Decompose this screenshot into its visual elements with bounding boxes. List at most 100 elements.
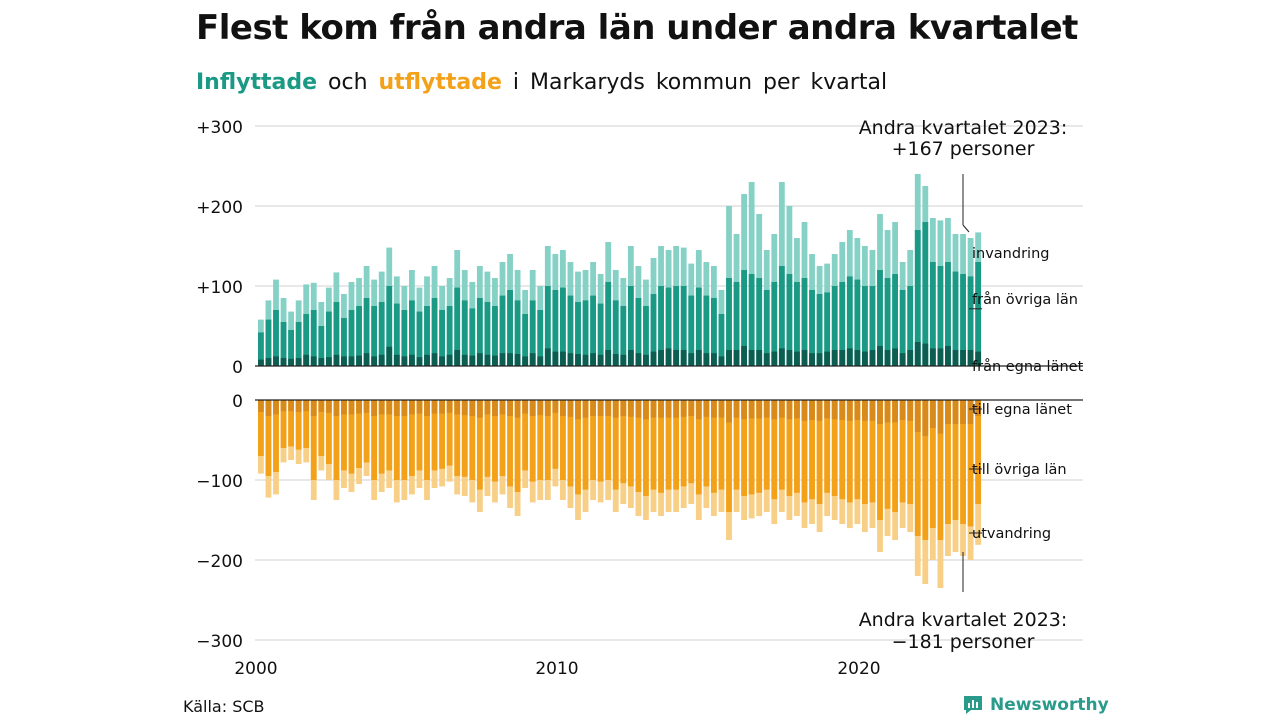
bar-out-other-counties (492, 400, 498, 482)
bar-in-other-counties (439, 310, 445, 366)
bar-in-own-county (680, 350, 687, 366)
bar-out-own-county (378, 400, 385, 415)
bar-in-other-counties (726, 278, 732, 366)
bar-out-other-counties (763, 400, 770, 490)
bar-out-own-county (288, 400, 294, 412)
bar-out-own-county (748, 400, 755, 419)
bar-out-other-counties (499, 400, 506, 476)
bar-out-own-county (386, 400, 393, 415)
bar-out-own-county (416, 400, 423, 414)
bar-out-other-counties (507, 400, 513, 487)
bar-in-own-county (424, 354, 430, 366)
bar-out-other-counties (401, 400, 408, 480)
bar-out-own-county (952, 400, 959, 424)
bar-out-own-county (899, 400, 906, 420)
bar-in-other-counties (499, 295, 506, 366)
bar-in-own-county (529, 353, 536, 366)
bar-in-own-county (507, 353, 513, 366)
bar-in-other-counties (288, 330, 294, 366)
bar-in-own-county (476, 353, 483, 366)
bar-out-own-county (778, 400, 785, 418)
bar-out-other-counties (899, 400, 906, 503)
bar-out-other-counties (801, 400, 808, 503)
bar-in-own-county (733, 350, 740, 366)
bar-out-own-county (310, 400, 317, 416)
bar-in-other-counties (673, 286, 680, 366)
bar-in-other-counties (560, 287, 566, 366)
bar-in-own-county (318, 358, 325, 366)
bar-in-own-county (726, 350, 732, 366)
bar-out-own-county (695, 400, 702, 420)
bar-out-other-counties (552, 400, 559, 469)
bar-out-own-county (786, 400, 793, 420)
bar-in-own-county (378, 354, 385, 366)
bar-in-own-county (522, 356, 529, 366)
bar-in-own-county (673, 350, 680, 366)
bar-out-other-counties (597, 400, 604, 482)
source-note: Källa: SCB (183, 697, 265, 716)
bar-in-other-counties (363, 298, 370, 366)
bar-out-other-counties (922, 400, 929, 540)
bar-out-other-counties (469, 400, 476, 480)
bar-out-other-counties (386, 400, 393, 471)
bar-in-other-counties (922, 222, 929, 366)
bar-in-own-county (409, 354, 415, 366)
bar-in-own-county (469, 355, 476, 366)
bar-in-other-counties (333, 302, 340, 366)
bar-in-other-counties (431, 298, 438, 366)
bar-out-other-counties (831, 400, 838, 496)
y-tick-label: −100 (196, 472, 243, 492)
bar-out-other-counties (884, 400, 891, 509)
bar-out-own-county (529, 400, 536, 416)
bar-out-other-counties (960, 400, 966, 524)
bar-out-own-county (258, 400, 264, 412)
bar-in-own-county (914, 342, 921, 366)
bar-out-other-counties (854, 400, 861, 500)
bar-out-own-county (484, 400, 491, 415)
bar-in-own-county (288, 358, 294, 366)
bottom-annotation-line1: Andra kvartalet 2023: (859, 609, 1068, 631)
bar-in-other-counties (605, 282, 612, 366)
bar-out-other-counties (711, 400, 717, 493)
bar-in-own-county (884, 350, 891, 366)
bar-out-own-county (831, 400, 838, 420)
bar-out-other-counties (560, 400, 566, 480)
bar-in-other-counties (514, 300, 521, 366)
bar-in-own-county (333, 354, 340, 366)
bar-in-other-counties (741, 270, 747, 366)
bar-in-other-counties (907, 286, 914, 366)
bar-out-other-counties (718, 400, 725, 490)
bar-out-other-counties (310, 400, 317, 480)
bar-in-own-county (567, 353, 574, 366)
y-tick-label: 0 (232, 358, 243, 378)
bar-in-other-counties (529, 300, 536, 366)
bar-in-other-counties (295, 322, 302, 366)
bar-in-other-counties (371, 306, 378, 366)
bar-in-other-counties (703, 295, 710, 366)
bar-out-own-county (658, 400, 664, 418)
bar-out-own-county (522, 400, 529, 414)
bar-in-own-county (952, 350, 959, 366)
bar-out-other-counties (937, 400, 944, 540)
bar-in-own-county (703, 353, 710, 366)
bar-in-other-counties (771, 282, 778, 366)
bar-out-other-counties (643, 400, 649, 496)
bar-out-own-county (763, 400, 770, 418)
bar-in-own-county (627, 350, 634, 366)
bar-in-own-county (756, 350, 763, 366)
bar-out-own-county (794, 400, 800, 419)
bar-in-own-county (945, 346, 951, 366)
bar-out-own-county (884, 400, 891, 423)
bar-out-own-county (341, 400, 347, 415)
bar-out-own-county (960, 400, 966, 424)
bar-out-other-counties (409, 400, 415, 476)
bar-in-own-county (824, 351, 831, 366)
bar-in-own-county (741, 346, 747, 366)
bar-out-other-counties (348, 400, 355, 474)
subtitle-and-word: och (328, 70, 368, 95)
bar-out-other-counties (514, 400, 521, 492)
bar-in-other-counties (967, 276, 974, 366)
bar-in-own-county (552, 351, 559, 366)
bar-in-own-county (446, 354, 453, 366)
bar-out-other-counties (839, 400, 846, 500)
